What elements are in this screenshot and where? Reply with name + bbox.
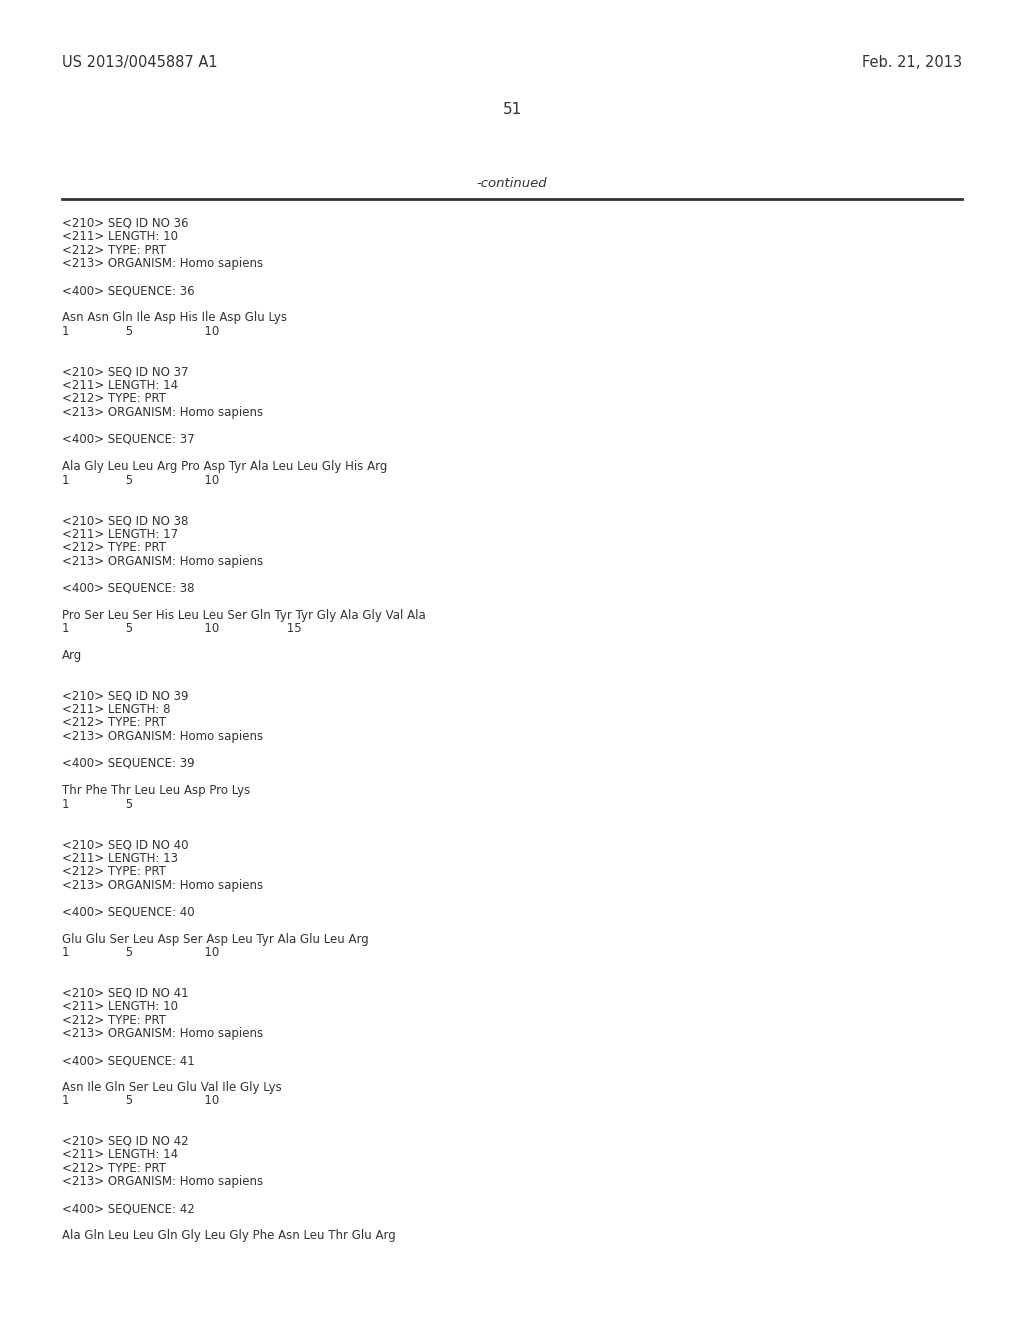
Text: <210> SEQ ID NO 39: <210> SEQ ID NO 39 (62, 689, 188, 702)
Text: 1               5                   10: 1 5 10 (62, 325, 219, 338)
Text: <211> LENGTH: 14: <211> LENGTH: 14 (62, 379, 178, 392)
Text: <213> ORGANISM: Homo sapiens: <213> ORGANISM: Homo sapiens (62, 879, 263, 891)
Text: <210> SEQ ID NO 40: <210> SEQ ID NO 40 (62, 838, 188, 851)
Text: <210> SEQ ID NO 36: <210> SEQ ID NO 36 (62, 216, 188, 230)
Text: Feb. 21, 2013: Feb. 21, 2013 (862, 55, 962, 70)
Text: <211> LENGTH: 13: <211> LENGTH: 13 (62, 851, 178, 865)
Text: <212> TYPE: PRT: <212> TYPE: PRT (62, 1014, 166, 1027)
Text: <400> SEQUENCE: 36: <400> SEQUENCE: 36 (62, 285, 195, 297)
Text: <211> LENGTH: 10: <211> LENGTH: 10 (62, 231, 178, 243)
Text: 1               5                   10: 1 5 10 (62, 946, 219, 960)
Text: Asn Ile Gln Ser Leu Glu Val Ile Gly Lys: Asn Ile Gln Ser Leu Glu Val Ile Gly Lys (62, 1081, 282, 1094)
Text: <400> SEQUENCE: 40: <400> SEQUENCE: 40 (62, 906, 195, 919)
Text: Ala Gly Leu Leu Arg Pro Asp Tyr Ala Leu Leu Gly His Arg: Ala Gly Leu Leu Arg Pro Asp Tyr Ala Leu … (62, 459, 387, 473)
Text: <213> ORGANISM: Homo sapiens: <213> ORGANISM: Homo sapiens (62, 1176, 263, 1188)
Text: Ala Gln Leu Leu Gln Gly Leu Gly Phe Asn Leu Thr Glu Arg: Ala Gln Leu Leu Gln Gly Leu Gly Phe Asn … (62, 1229, 395, 1242)
Text: Thr Phe Thr Leu Leu Asp Pro Lys: Thr Phe Thr Leu Leu Asp Pro Lys (62, 784, 250, 797)
Text: -continued: -continued (477, 177, 547, 190)
Text: <213> ORGANISM: Homo sapiens: <213> ORGANISM: Homo sapiens (62, 554, 263, 568)
Text: 1               5                   10: 1 5 10 (62, 474, 219, 487)
Text: 1               5: 1 5 (62, 797, 133, 810)
Text: <212> TYPE: PRT: <212> TYPE: PRT (62, 541, 166, 554)
Text: <212> TYPE: PRT: <212> TYPE: PRT (62, 717, 166, 730)
Text: <213> ORGANISM: Homo sapiens: <213> ORGANISM: Homo sapiens (62, 1027, 263, 1040)
Text: 1               5                   10                  15: 1 5 10 15 (62, 622, 302, 635)
Text: Pro Ser Leu Ser His Leu Leu Ser Gln Tyr Tyr Gly Ala Gly Val Ala: Pro Ser Leu Ser His Leu Leu Ser Gln Tyr … (62, 609, 426, 622)
Text: <212> TYPE: PRT: <212> TYPE: PRT (62, 392, 166, 405)
Text: <211> LENGTH: 14: <211> LENGTH: 14 (62, 1148, 178, 1162)
Text: <210> SEQ ID NO 38: <210> SEQ ID NO 38 (62, 513, 188, 527)
Text: <400> SEQUENCE: 39: <400> SEQUENCE: 39 (62, 756, 195, 770)
Text: US 2013/0045887 A1: US 2013/0045887 A1 (62, 55, 218, 70)
Text: <211> LENGTH: 10: <211> LENGTH: 10 (62, 1001, 178, 1012)
Text: <213> ORGANISM: Homo sapiens: <213> ORGANISM: Homo sapiens (62, 730, 263, 743)
Text: <400> SEQUENCE: 37: <400> SEQUENCE: 37 (62, 433, 195, 446)
Text: <210> SEQ ID NO 42: <210> SEQ ID NO 42 (62, 1135, 188, 1148)
Text: <212> TYPE: PRT: <212> TYPE: PRT (62, 244, 166, 257)
Text: 1               5                   10: 1 5 10 (62, 1094, 219, 1107)
Text: <210> SEQ ID NO 37: <210> SEQ ID NO 37 (62, 366, 188, 379)
Text: 51: 51 (503, 102, 521, 117)
Text: Asn Asn Gln Ile Asp His Ile Asp Glu Lys: Asn Asn Gln Ile Asp His Ile Asp Glu Lys (62, 312, 287, 325)
Text: <400> SEQUENCE: 42: <400> SEQUENCE: 42 (62, 1203, 195, 1216)
Text: Glu Glu Ser Leu Asp Ser Asp Leu Tyr Ala Glu Leu Arg: Glu Glu Ser Leu Asp Ser Asp Leu Tyr Ala … (62, 932, 369, 945)
Text: <213> ORGANISM: Homo sapiens: <213> ORGANISM: Homo sapiens (62, 407, 263, 418)
Text: <210> SEQ ID NO 41: <210> SEQ ID NO 41 (62, 986, 188, 999)
Text: <213> ORGANISM: Homo sapiens: <213> ORGANISM: Homo sapiens (62, 257, 263, 271)
Text: <212> TYPE: PRT: <212> TYPE: PRT (62, 1162, 166, 1175)
Text: <211> LENGTH: 17: <211> LENGTH: 17 (62, 528, 178, 540)
Text: <212> TYPE: PRT: <212> TYPE: PRT (62, 865, 166, 878)
Text: Arg: Arg (62, 649, 82, 663)
Text: <211> LENGTH: 8: <211> LENGTH: 8 (62, 704, 171, 715)
Text: <400> SEQUENCE: 41: <400> SEQUENCE: 41 (62, 1053, 195, 1067)
Text: <400> SEQUENCE: 38: <400> SEQUENCE: 38 (62, 582, 195, 594)
